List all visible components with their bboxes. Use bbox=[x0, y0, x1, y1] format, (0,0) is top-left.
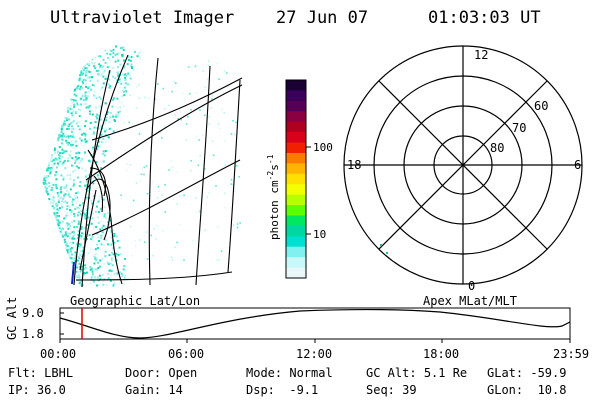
time-tick-0000: 00:00 bbox=[40, 347, 76, 361]
info-glon: GLon: 10.8 bbox=[487, 383, 567, 397]
info-ip: IP: 36.0 bbox=[8, 383, 66, 397]
alt-axis-label: GC Alt bbox=[5, 297, 19, 340]
time-tick-2359: 23:59 bbox=[553, 347, 589, 361]
colorbar-band bbox=[286, 205, 306, 217]
geo-map-label: Geographic Lat/Lon bbox=[70, 294, 201, 308]
colorbar-band bbox=[286, 80, 306, 92]
info-gain: Gain: 14 bbox=[125, 383, 183, 397]
colorbar-band bbox=[286, 152, 306, 164]
colorbar-band bbox=[286, 163, 306, 175]
info-door: Door: Open bbox=[125, 366, 198, 380]
date-label: 27 Jun 07 bbox=[276, 8, 369, 28]
colorbar-band bbox=[286, 111, 306, 123]
alt-tick-9: 9.0 bbox=[22, 306, 44, 320]
colorbar-tick-10: 10 bbox=[313, 228, 326, 241]
lat-label-80: 80 bbox=[490, 141, 504, 155]
info-dsp: Dsp: -9.1 bbox=[246, 383, 319, 397]
time-tick-1800: 18:00 bbox=[423, 347, 459, 361]
info-filter: Flt: LBHL bbox=[8, 366, 74, 380]
time-label: 01:03:03 UT bbox=[428, 8, 541, 28]
colorbar-band bbox=[286, 257, 306, 269]
polar-diagonal-2 bbox=[378, 80, 548, 250]
info-gc-alt: GC Alt: 5.1 Re bbox=[366, 366, 468, 380]
colorbar-band bbox=[286, 236, 306, 248]
colorbar-band bbox=[286, 215, 306, 227]
lat-label-70: 70 bbox=[512, 121, 526, 135]
colorbar-band bbox=[286, 173, 306, 185]
mlt-label-18: 18 bbox=[347, 158, 361, 172]
mlt-label-6: 6 bbox=[574, 158, 581, 172]
map-coast-segment bbox=[71, 261, 75, 285]
colorbar-band bbox=[286, 267, 306, 279]
colorbar-tick-100: 100 bbox=[313, 141, 333, 154]
svg-text:photon cm-2s-1: photon cm-2s-1 bbox=[266, 154, 281, 240]
colorbar-unit: photon cm-2s-1 bbox=[266, 154, 281, 240]
colorbar-band bbox=[286, 194, 306, 206]
info-mode: Mode: Normal bbox=[246, 366, 333, 380]
colorbar-band bbox=[286, 225, 306, 237]
colorbar-band bbox=[286, 246, 306, 258]
mlt-label-0: 0 bbox=[468, 279, 475, 293]
lat-label-60: 60 bbox=[534, 99, 548, 113]
instrument-title: Ultraviolet Imager bbox=[50, 8, 235, 28]
colorbar-band bbox=[286, 132, 306, 144]
time-tick-0600: 06:00 bbox=[168, 347, 204, 361]
polar-map-label: Apex MLat/MLT bbox=[423, 294, 517, 308]
altitude-curve bbox=[59, 309, 571, 339]
time-tick-1200: 12:00 bbox=[296, 347, 332, 361]
aurora-emission bbox=[42, 45, 241, 287]
colorbar-band bbox=[286, 121, 306, 133]
info-glat: GLat: -59.9 bbox=[487, 366, 567, 380]
colorbar-band bbox=[286, 142, 306, 154]
colorbar-band bbox=[286, 90, 306, 102]
alt-tick-1-8: 1.8 bbox=[22, 327, 44, 341]
mlt-label-12: 12 bbox=[474, 48, 488, 62]
colorbar-band bbox=[286, 100, 306, 112]
colorbar-band bbox=[286, 184, 306, 196]
geo-grid-lines bbox=[73, 54, 243, 288]
info-seq: Seq: 39 bbox=[366, 383, 417, 397]
